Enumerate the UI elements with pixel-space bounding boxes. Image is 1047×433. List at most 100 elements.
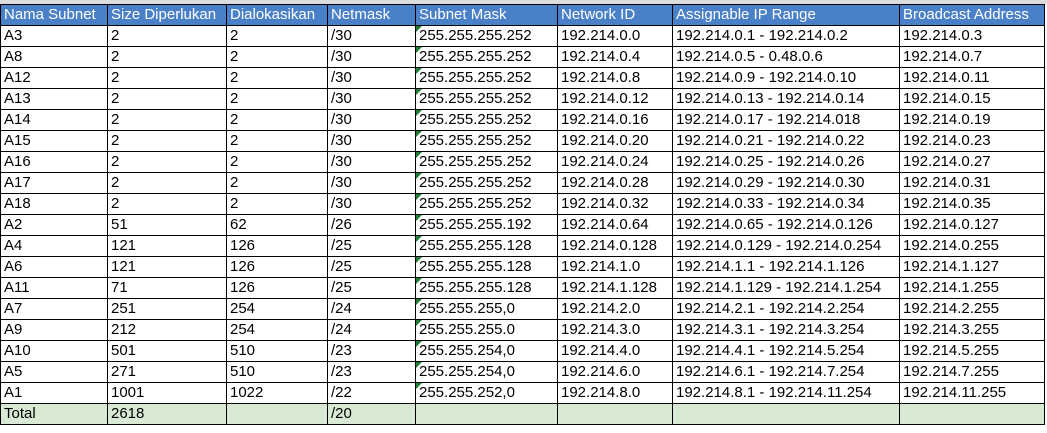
table-cell[interactable]: /24 [327,298,416,320]
subnet-mask-cell[interactable]: 255.255.255.252 [415,172,558,194]
table-cell[interactable]: 192.214.0.24 [557,151,673,173]
table-cell[interactable]: 2 [107,109,227,131]
table-cell[interactable]: /30 [327,172,416,194]
table-cell[interactable]: 192.214.3.1 - 192.214.3.254 [672,319,900,341]
table-cell[interactable]: 192.214.0.33 - 192.214.0.34 [672,193,900,215]
table-cell[interactable]: A1 [0,382,108,404]
table-cell[interactable]: 192.214.8.1 - 192.214.11.254 [672,382,900,404]
total-cell[interactable]: /20 [327,403,416,425]
table-cell[interactable]: /22 [327,382,416,404]
table-cell[interactable]: 2 [226,46,328,68]
table-cell[interactable]: 192.214.4.1 - 192.214.5.254 [672,340,900,362]
table-cell[interactable]: 192.214.8.0 [557,382,673,404]
table-cell[interactable]: 2 [226,193,328,215]
table-cell[interactable]: /30 [327,25,416,47]
table-cell[interactable]: 2 [226,151,328,173]
table-cell[interactable]: 192.214.2.0 [557,298,673,320]
table-cell[interactable]: 501 [107,340,227,362]
table-cell[interactable]: 192.214.1.128 [557,277,673,299]
table-cell[interactable]: /30 [327,88,416,110]
table-cell[interactable]: 192.214.1.129 - 192.214.1.254 [672,277,900,299]
table-cell[interactable]: 192.214.1.0 [557,256,673,278]
table-cell[interactable]: 192.214.1.255 [899,277,1045,299]
table-cell[interactable]: 192.214.0.27 [899,151,1045,173]
subnet-mask-cell[interactable]: 255.255.255.252 [415,25,558,47]
table-cell[interactable]: 121 [107,235,227,257]
table-cell[interactable]: 192.214.0.25 - 192.214.0.26 [672,151,900,173]
table-cell[interactable]: A5 [0,361,108,383]
total-cell[interactable] [672,403,900,425]
table-cell[interactable]: 192.214.1.1 - 192.214.1.126 [672,256,900,278]
subnet-mask-cell[interactable]: 255.255.255.0 [415,319,558,341]
total-cell[interactable]: 2618 [107,403,227,425]
subnet-mask-cell[interactable]: 255.255.254,0 [415,340,558,362]
header-cell[interactable]: Dialokasikan [226,4,328,26]
header-cell[interactable]: Subnet Mask [415,4,558,26]
table-cell[interactable]: 192.214.0.255 [899,235,1045,257]
table-cell[interactable]: 192.214.0.28 [557,172,673,194]
table-cell[interactable]: 192.214.2.1 - 192.214.2.254 [672,298,900,320]
subnet-mask-cell[interactable]: 255.255.255.252 [415,46,558,68]
subnet-mask-cell[interactable]: 255.255.255.128 [415,277,558,299]
table-cell[interactable]: A18 [0,193,108,215]
table-cell[interactable]: 2 [226,172,328,194]
table-cell[interactable]: /30 [327,46,416,68]
subnet-mask-cell[interactable]: 255.255.255.128 [415,256,558,278]
table-cell[interactable]: 251 [107,298,227,320]
header-cell[interactable]: Assignable IP Range [672,4,900,26]
table-cell[interactable]: 192.214.4.0 [557,340,673,362]
table-cell[interactable]: 192.214.0.129 - 192.214.0.254 [672,235,900,257]
table-cell[interactable]: /25 [327,256,416,278]
table-cell[interactable]: A10 [0,340,108,362]
table-cell[interactable]: A6 [0,256,108,278]
table-cell[interactable]: 192.214.0.65 - 192.214.0.126 [672,214,900,236]
table-cell[interactable]: 2 [107,25,227,47]
table-cell[interactable]: 192.214.0.0 [557,25,673,47]
table-cell[interactable]: 192.214.0.127 [899,214,1045,236]
table-cell[interactable]: 2 [226,109,328,131]
table-cell[interactable]: 254 [226,319,328,341]
table-cell[interactable]: 212 [107,319,227,341]
table-cell[interactable]: A7 [0,298,108,320]
total-cell[interactable] [899,403,1045,425]
table-cell[interactable]: A3 [0,25,108,47]
header-cell[interactable]: Network ID [557,4,673,26]
table-cell[interactable]: /30 [327,151,416,173]
table-cell[interactable]: 192.214.5.255 [899,340,1045,362]
table-cell[interactable]: 192.214.0.16 [557,109,673,131]
table-cell[interactable]: 192.214.0.9 - 192.214.0.10 [672,67,900,89]
table-cell[interactable]: /30 [327,109,416,131]
table-cell[interactable]: A9 [0,319,108,341]
table-cell[interactable]: 192.214.0.31 [899,172,1045,194]
table-cell[interactable]: 126 [226,256,328,278]
table-cell[interactable]: A15 [0,130,108,152]
table-cell[interactable]: /24 [327,319,416,341]
subnet-mask-cell[interactable]: 255.255.255.128 [415,235,558,257]
table-cell[interactable]: 192.214.0.19 [899,109,1045,131]
total-cell[interactable] [226,403,328,425]
table-cell[interactable]: /30 [327,130,416,152]
table-cell[interactable]: 192.214.0.15 [899,88,1045,110]
table-cell[interactable]: 192.214.2.255 [899,298,1045,320]
table-cell[interactable]: A11 [0,277,108,299]
table-cell[interactable]: A12 [0,67,108,89]
header-cell[interactable]: Nama Subnet [0,4,108,26]
table-cell[interactable]: 2 [107,172,227,194]
table-cell[interactable]: 2 [226,130,328,152]
subnet-mask-cell[interactable]: 255.255.255,0 [415,298,558,320]
table-cell[interactable]: /23 [327,340,416,362]
subnet-mask-cell[interactable]: 255.255.255.252 [415,151,558,173]
total-cell[interactable]: Total [0,403,108,425]
table-cell[interactable]: 254 [226,298,328,320]
table-cell[interactable]: 192.214.0.3 [899,25,1045,47]
table-cell[interactable]: 192.214.0.5 - 0.48.0.6 [672,46,900,68]
table-cell[interactable]: 126 [226,277,328,299]
table-cell[interactable]: 192.214.0.8 [557,67,673,89]
table-cell[interactable]: A4 [0,235,108,257]
table-cell[interactable]: 2 [107,67,227,89]
table-cell[interactable]: /30 [327,193,416,215]
table-cell[interactable]: 192.214.0.32 [557,193,673,215]
table-cell[interactable]: A13 [0,88,108,110]
total-cell[interactable] [415,403,558,425]
table-cell[interactable]: 62 [226,214,328,236]
